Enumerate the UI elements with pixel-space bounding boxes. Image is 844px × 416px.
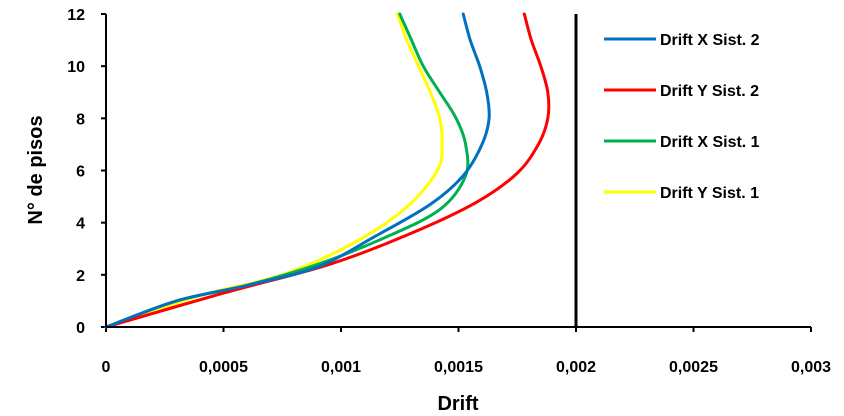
y-tick-label: 0: [76, 320, 85, 337]
legend-label-drift-y-sist-2: Drift Y Sist. 2: [660, 83, 759, 100]
legend-label-drift-x-sist-2: Drift X Sist. 2: [660, 32, 760, 49]
x-tick-label: 0,001: [321, 359, 361, 376]
x-axis-title: Drift: [437, 393, 478, 415]
y-tick-label: 12: [67, 7, 85, 24]
series-line-drift-x-sist-2: [104, 12, 491, 329]
legend-label-drift-y-sist-1: Drift Y Sist. 1: [660, 185, 759, 202]
series-layer: [104, 12, 551, 329]
y-axis-title: N° de pisos: [25, 115, 47, 224]
y-tick-label: 4: [76, 216, 85, 233]
x-tick-label: 0,0005: [199, 359, 248, 376]
y-tick-label: 2: [76, 268, 85, 285]
legend: Drift X Sist. 2 Drift Y Sist. 2 Drift X Si…: [604, 32, 760, 202]
series-line-drift-x-sist-1: [104, 12, 470, 329]
x-tick-label: 0: [102, 359, 111, 376]
axes-layer: [105, 14, 811, 328]
x-tick-label: 0,002: [556, 359, 596, 376]
x-tick-label: 0,0025: [669, 359, 718, 376]
series-line-drift-y-sist-2: [104, 12, 551, 329]
legend-label-drift-x-sist-1: Drift X Sist. 1: [660, 134, 760, 151]
y-tick-label: 8: [76, 111, 85, 128]
x-tick-label: 0,003: [791, 359, 831, 376]
tick-labels-layer: 0 0,0005 0,001 0,0015 0,002 0,0025 0,003 0 2 4 6 8 1…: [67, 7, 831, 376]
x-tick-label: 0,0015: [434, 359, 483, 376]
y-tick-label: 10: [67, 59, 85, 76]
y-tick-label: 6: [76, 164, 85, 181]
